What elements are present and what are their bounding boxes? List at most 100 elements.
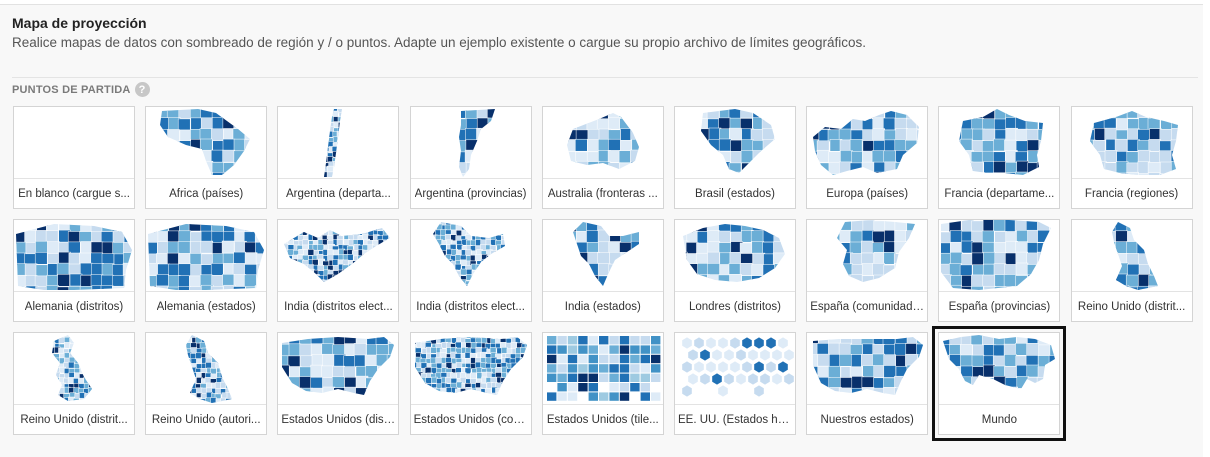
map-region xyxy=(516,249,522,255)
map-tile xyxy=(640,345,650,354)
map-region xyxy=(521,398,527,403)
map-region xyxy=(520,226,526,232)
africa-map-icon xyxy=(146,107,267,177)
map-region xyxy=(146,352,151,358)
map-region xyxy=(510,255,516,261)
map-region xyxy=(960,138,973,152)
map-region xyxy=(251,359,257,365)
template-card[interactable]: Estados Unidos (tile... xyxy=(541,332,664,435)
template-label: India (estados) xyxy=(542,291,663,321)
map-region xyxy=(813,160,821,174)
map-region xyxy=(916,232,927,244)
map-region xyxy=(740,150,754,163)
map-region xyxy=(20,359,26,365)
template-card[interactable]: EE. UU. (Estados hex... xyxy=(674,332,796,435)
template-card[interactable]: Reino Unido (autori... xyxy=(145,332,268,435)
template-card[interactable]: Alemania (estados) xyxy=(145,219,268,322)
help-icon[interactable]: ? xyxy=(134,82,150,97)
template-card[interactable]: Argentina (provincias) xyxy=(409,106,532,209)
template-card[interactable]: Francia (departame... xyxy=(938,106,1061,209)
map-region xyxy=(123,344,129,350)
template-card[interactable]: Francia (regiones) xyxy=(1070,106,1193,209)
template-card[interactable]: Reino Unido (distrit... xyxy=(1070,219,1193,322)
map-region xyxy=(205,362,213,369)
map-region xyxy=(525,276,531,282)
map-region xyxy=(171,393,177,399)
map-tile xyxy=(640,383,650,392)
map-region xyxy=(200,138,213,152)
template-card[interactable]: Londres (distritos) xyxy=(674,219,796,322)
map-region xyxy=(255,139,266,151)
map-region xyxy=(235,353,241,359)
map-region xyxy=(741,285,753,290)
map-region xyxy=(1017,399,1029,403)
map-region xyxy=(485,279,492,286)
map-region xyxy=(422,151,434,163)
map-region xyxy=(411,246,417,252)
map-region xyxy=(524,357,527,364)
map-region xyxy=(284,260,289,268)
template-card[interactable]: Alemania (distritos) xyxy=(13,219,135,322)
map-region xyxy=(388,270,391,278)
map-region xyxy=(369,220,375,226)
template-card[interactable]: Reino Unido (distrit... xyxy=(13,332,135,435)
map-region xyxy=(1149,252,1158,266)
map-region xyxy=(993,138,1007,152)
map-region xyxy=(485,399,491,404)
template-card[interactable]: España (comunidades) xyxy=(806,219,929,322)
template-card[interactable]: Europa (países) xyxy=(806,106,929,209)
map-region xyxy=(1115,262,1129,276)
template-card[interactable]: Argentina (departa... xyxy=(277,106,400,209)
template-card[interactable]: Estados Unidos (con... xyxy=(409,332,532,435)
map-region xyxy=(394,220,399,225)
map-region xyxy=(256,273,265,287)
map-region xyxy=(618,162,632,169)
map-region xyxy=(917,354,924,367)
map-region xyxy=(490,264,498,271)
template-card[interactable]: Nuestros estados) xyxy=(806,332,929,435)
map-region xyxy=(477,172,490,177)
template-card[interactable]: India (estados) xyxy=(541,219,664,322)
template-card[interactable]: En blanco (cargue s... xyxy=(13,106,135,209)
map-tile xyxy=(567,383,577,392)
map-region xyxy=(596,252,610,265)
template-card[interactable]: Brasil (estados) xyxy=(674,106,796,209)
map-region xyxy=(354,143,360,149)
map-region xyxy=(129,377,134,383)
map-region xyxy=(83,376,91,384)
map-region xyxy=(211,224,224,233)
template-card[interactable]: Estados Unidos (dist... xyxy=(277,332,400,435)
map-region xyxy=(434,274,442,281)
map-region xyxy=(221,358,229,366)
map-region xyxy=(328,279,335,282)
map-region xyxy=(414,387,417,394)
map-tile xyxy=(598,373,609,382)
template-card[interactable]: Australia (fronteras ... xyxy=(541,106,664,209)
map-region xyxy=(293,156,299,162)
map-region xyxy=(186,362,192,370)
map-region xyxy=(500,254,505,261)
map-region xyxy=(151,393,157,399)
map-region xyxy=(1158,150,1172,163)
map-region xyxy=(172,347,178,353)
map-region xyxy=(520,387,527,394)
template-card[interactable]: Mundo xyxy=(932,326,1067,441)
map-region xyxy=(526,241,531,247)
map-region xyxy=(225,367,233,374)
map-tile xyxy=(546,345,557,354)
template-card[interactable]: India (distritos elect... xyxy=(409,219,532,322)
map-region xyxy=(607,273,621,286)
template-card[interactable]: España (provincias) xyxy=(938,219,1061,322)
map-region xyxy=(917,265,927,277)
template-card[interactable]: África (países) xyxy=(145,106,268,209)
template-card[interactable]: India (distritos elect... xyxy=(277,219,400,322)
map-region xyxy=(178,275,191,288)
map-region xyxy=(123,252,132,265)
map-region xyxy=(356,399,368,403)
map-region xyxy=(575,284,588,286)
map-region xyxy=(504,234,505,242)
map-region xyxy=(349,158,355,164)
map-region xyxy=(303,151,309,157)
map-region xyxy=(850,274,863,282)
map-region xyxy=(474,254,481,261)
